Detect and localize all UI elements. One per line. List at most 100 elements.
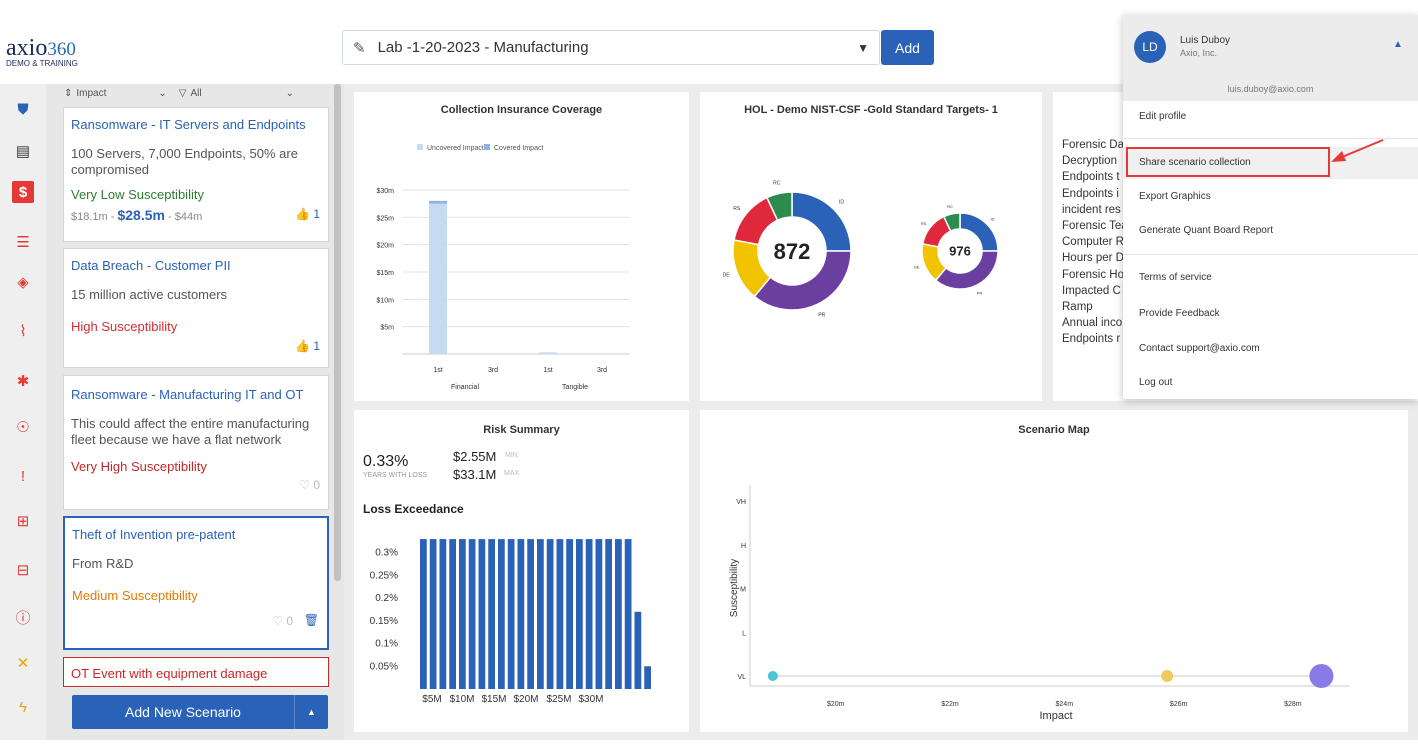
loss-bar [468, 539, 476, 689]
scenario-title[interactable]: OT Event with equipment damage [71, 666, 268, 681]
lightning-icon[interactable]: ϟ [19, 698, 27, 716]
like-button[interactable]: ♡ 0 [299, 478, 320, 492]
like-button[interactable]: 👍 1 [295, 207, 320, 221]
slice-label: ID [839, 200, 844, 206]
filter-icon[interactable]: ▽ [178, 87, 187, 99]
scrollbar[interactable] [334, 84, 341, 581]
legend-item: Forensic Da [1062, 139, 1124, 151]
map-icon[interactable]: ⊟ [16, 562, 30, 579]
add-collection-button[interactable]: Add [881, 30, 934, 65]
grid-icon[interactable]: ⊞ [16, 513, 30, 530]
y-tick-label: H [741, 543, 746, 550]
scenario-title[interactable]: Ransomware - Manufacturing IT and OT [71, 387, 304, 402]
scenario-title[interactable]: Ransomware - IT Servers and Endpoints [71, 117, 306, 132]
x-axis-title: Impact [1039, 710, 1072, 722]
trash-icon[interactable]: 🗑 [303, 613, 319, 627]
years-with-loss-label: YEARS WITH LOSS [363, 472, 428, 479]
layers-icon[interactable]: ◈ [17, 274, 29, 291]
loss-bar [429, 539, 437, 689]
logo[interactable]: axio360 DEMO & TRAINING [6, 36, 78, 68]
head-icon[interactable]: ☉ [16, 419, 30, 436]
loss-bar [595, 539, 603, 689]
user-email: luis.duboy@axio.com [1227, 84, 1314, 94]
logo-brand: axio [6, 35, 48, 61]
chevron-down-icon[interactable]: ▼ [857, 40, 869, 55]
menu-item-share-scenario-collection[interactable]: Share scenario collection [1139, 157, 1251, 168]
scenario-description: 15 million active customers [71, 287, 228, 302]
scenario-card[interactable]: Data Breach - Customer PII 15 million ac… [63, 248, 329, 368]
slice-label: PR [818, 312, 825, 318]
chevron-up-icon[interactable]: ▲ [1393, 39, 1403, 50]
legend-item: Decryption [1062, 155, 1117, 168]
collection-select[interactable]: ✎ Lab -1-20-2023 - Manufacturing ▼ [342, 30, 880, 65]
like-count: 1 [313, 339, 320, 353]
menu-item-generate-report[interactable]: Generate Quant Board Report [1139, 225, 1273, 236]
scenario-susceptibility: Very High Susceptibility [71, 459, 207, 474]
panel-title: HOL - Demo NIST-CSF -Gold Standard Targe… [744, 104, 998, 116]
insurance-coverage-panel: Collection Insurance Coverage Uncovered … [354, 92, 689, 401]
menu-item-terms[interactable]: Terms of service [1139, 272, 1212, 283]
x-tick-label: 3rd [597, 367, 607, 374]
bug-icon[interactable]: ✱ [16, 373, 30, 390]
avatar[interactable]: LD [1134, 31, 1166, 63]
scenario-title[interactable]: Data Breach - Customer PII [71, 258, 231, 273]
loss-bar [488, 539, 495, 689]
chevron-down-icon[interactable]: ⌄ [285, 87, 295, 99]
dollar-icon[interactable]: $ [12, 181, 34, 203]
group-label: Financial [451, 384, 479, 391]
chart-icon[interactable]: ⌇ [19, 323, 27, 340]
sliders-icon[interactable]: ☰ [16, 234, 30, 251]
max-label: MAX [504, 470, 520, 477]
scenario-susceptibility: Medium Susceptibility [72, 588, 198, 603]
chevron-down-icon[interactable]: ⌄ [158, 87, 167, 99]
caret-up-icon[interactable]: ▲ [294, 695, 328, 729]
like-button[interactable]: 👍 1 [295, 339, 320, 353]
loss-bar [439, 539, 447, 689]
shield-icon[interactable]: ⛊ [17, 100, 29, 118]
x-tick-label: $30M [578, 694, 603, 705]
legend-item: Endpoints t [1062, 171, 1120, 184]
scenario-card[interactable]: Ransomware - Manufacturing IT and OT Thi… [63, 375, 329, 510]
y-tick-label: 0.15% [370, 616, 398, 627]
scenario-card[interactable]: Ransomware - IT Servers and Endpoints 10… [63, 107, 329, 242]
menu-item-log-out[interactable]: Log out [1139, 377, 1173, 388]
menu-item-edit-profile[interactable]: Edit profile [1139, 111, 1187, 122]
alert-icon[interactable]: ! [20, 467, 26, 485]
x-tick-label: $28m [1284, 701, 1302, 708]
risk-summary-panel: Risk Summary 0.33% YEARS WITH LOSS $2.55… [354, 410, 689, 732]
document-icon[interactable]: ▤ [15, 143, 31, 160]
scenario-card[interactable]: OT Event with equipment damage [63, 657, 329, 687]
x-tick-label: $22m [941, 701, 959, 708]
menu-item-export-graphics[interactable]: Export Graphics [1139, 191, 1211, 202]
legend-item: Impacted C [1062, 284, 1121, 297]
loss-bar [644, 666, 651, 689]
add-new-scenario-button[interactable]: Add New Scenario ▲ [72, 695, 328, 729]
sort-select[interactable]: Impact [76, 87, 107, 99]
scenario-range: $18.1m - $28.5m - $44m [71, 207, 203, 223]
slice-label: RS [733, 206, 741, 212]
legend-swatch-covered [484, 144, 490, 150]
y-tick-label: L [742, 630, 746, 637]
loss-exceedance-title: Loss Exceedance [363, 502, 464, 516]
pencil-icon[interactable]: ✎ [353, 39, 366, 57]
filter-select[interactable]: All [190, 87, 202, 99]
loss-exceedance-chart: 0.3% 0.25% 0.2% 0.15% 0.1% 0.05% $5M $10M $15M $2… [370, 539, 651, 705]
scenario-card[interactable]: Theft of Invention pre-patent From R&D M… [63, 516, 329, 650]
y-tick-label: 0.2% [375, 593, 398, 604]
legend-item: Ramp [1062, 301, 1093, 314]
user-menu-header[interactable] [1123, 15, 1418, 101]
nist-panel: HOL - Demo NIST-CSF -Gold Standard Targe… [700, 92, 1042, 401]
menu-item-feedback[interactable]: Provide Feedback [1139, 308, 1220, 319]
menu-item-contact-support[interactable]: Contact support@axio.com [1139, 343, 1260, 354]
loss-bar [546, 539, 554, 689]
x-tick-label: $5M [422, 694, 441, 705]
scenario-title[interactable]: Theft of Invention pre-patent [72, 527, 236, 542]
sort-icon[interactable]: ⇕ [64, 87, 73, 99]
x-tick-label: 3rd [488, 367, 498, 374]
info-icon[interactable]: ⓘ [15, 609, 31, 627]
panel-title: Collection Insurance Coverage [440, 104, 603, 116]
tools-icon[interactable]: ✕ [16, 655, 30, 672]
like-button[interactable]: ♡ 0 [272, 614, 293, 628]
x-tick-label: 1st [543, 367, 552, 374]
y-tick-label: $25m [376, 215, 394, 222]
